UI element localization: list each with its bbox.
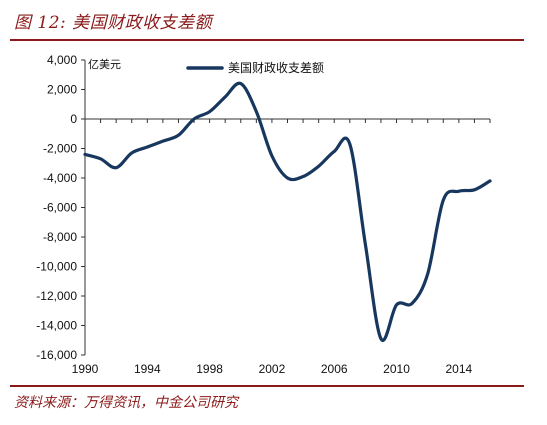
x-tick-label: 2014 xyxy=(445,362,472,376)
data-point xyxy=(473,188,476,191)
data-point xyxy=(224,95,227,98)
x-tick-label: 1990 xyxy=(72,362,99,376)
data-point xyxy=(270,154,273,157)
data-point xyxy=(239,82,242,85)
series-layer xyxy=(83,81,492,343)
x-tick-label: 1998 xyxy=(196,362,223,376)
data-point xyxy=(130,151,133,154)
y-tick-label: -12,000 xyxy=(36,289,77,303)
data-point xyxy=(442,199,445,202)
data-point xyxy=(364,243,367,246)
y-tick-label: 4,000 xyxy=(47,53,77,67)
y-tick-label: -2,000 xyxy=(43,142,77,156)
x-tick-label: 2006 xyxy=(321,362,348,376)
chart-ticks: 4,000 2,000 0 -2,000 -4,000 -6,000 -8,000 -10,0… xyxy=(36,53,491,376)
data-point xyxy=(301,175,304,178)
data-point xyxy=(115,166,118,169)
series-line xyxy=(83,81,492,343)
x-tick-label: 1994 xyxy=(134,362,161,376)
data-point xyxy=(192,117,195,120)
chart-axes xyxy=(84,60,490,355)
y-tick-label: -6,000 xyxy=(43,201,77,215)
data-point xyxy=(395,303,398,306)
data-point xyxy=(177,134,180,137)
y-tick-label: -16,000 xyxy=(36,348,77,362)
y-tick-label: 2,000 xyxy=(47,83,77,97)
y-tick-label: -14,000 xyxy=(36,319,77,333)
source-note: 资料来源：万得资讯，中金公司研究 xyxy=(14,395,238,411)
data-point xyxy=(255,110,258,113)
data-point xyxy=(379,337,382,340)
data-point xyxy=(286,176,289,179)
data-point xyxy=(208,110,211,113)
legend: 美国财政收支差额 xyxy=(186,61,324,75)
data-point xyxy=(457,190,460,193)
x-tick-label: 2002 xyxy=(259,362,286,376)
y-tick-label: -4,000 xyxy=(43,171,77,185)
source-divider xyxy=(10,385,524,387)
x-tick-label: 2010 xyxy=(383,362,410,376)
legend-label: 美国财政收支差额 xyxy=(228,61,324,75)
data-point xyxy=(83,153,86,156)
y-tick-label: -10,000 xyxy=(36,260,77,274)
data-point xyxy=(161,140,164,143)
data-point xyxy=(348,142,351,145)
data-point xyxy=(488,179,491,182)
data-point xyxy=(333,150,336,153)
data-point xyxy=(426,272,429,275)
data-point xyxy=(99,157,102,160)
y-tick-label: 0 xyxy=(70,112,77,126)
data-point xyxy=(411,302,414,305)
figure-title: 图 12: 美国财政收支差额 xyxy=(14,13,213,33)
data-point xyxy=(146,145,149,148)
data-point xyxy=(317,165,320,168)
y-tick-label: -8,000 xyxy=(43,230,77,244)
title-divider xyxy=(10,39,524,41)
y-unit-label: 亿美元 xyxy=(88,58,121,71)
